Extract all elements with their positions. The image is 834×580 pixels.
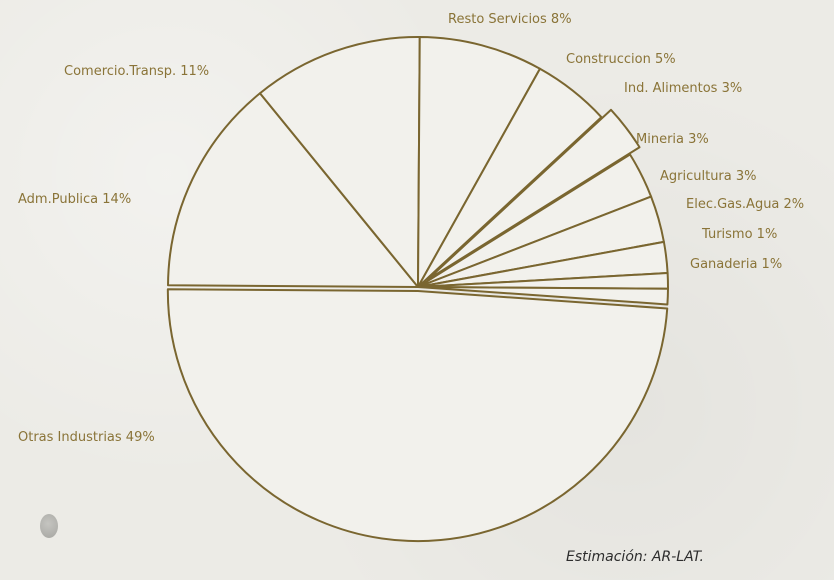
pie-label-otras-industrias: Otras Industrias 49%	[18, 430, 155, 445]
pie-label-elec-gas-agua: Elec.Gas.Agua 2%	[686, 197, 804, 212]
pie-slice-construccion	[417, 67, 603, 288]
pie-label-adm-publica: Adm.Publica 14%	[18, 192, 131, 207]
pie-label-comercio-transp: Comercio.Transp. 11%	[64, 64, 209, 79]
pie-label-resto-servicios: Resto Servicios 8%	[448, 12, 572, 27]
pie-slice-comercio-transp	[258, 36, 421, 288]
pie-slice-otras-industrias	[166, 288, 669, 543]
pie-slices	[166, 36, 669, 543]
pie-label-agricultura: Agricultura 3%	[660, 169, 757, 184]
pie-slice-ind-alimentos	[426, 108, 641, 281]
pie-label-ind-alimentos: Ind. Alimentos 3%	[624, 81, 742, 96]
pie-label-turismo: Turismo 1%	[701, 227, 777, 242]
source-note: Estimación: AR-LAT.	[566, 549, 704, 565]
pie-label-construccion: Construccion 5%	[566, 52, 676, 67]
pie-labels: Otras Industrias 49% Adm.Publica 14% Comer…	[18, 12, 804, 445]
pie-slice-resto-servicios	[417, 36, 541, 288]
pie-label-mineria: Mineria 3%	[636, 132, 709, 147]
pie-slice-adm-publica	[167, 92, 419, 288]
pie-slice-ganaderia	[417, 286, 669, 306]
ink-spot-decoration	[40, 514, 58, 538]
pie-label-ganaderia: Ganaderia 1%	[690, 257, 782, 272]
